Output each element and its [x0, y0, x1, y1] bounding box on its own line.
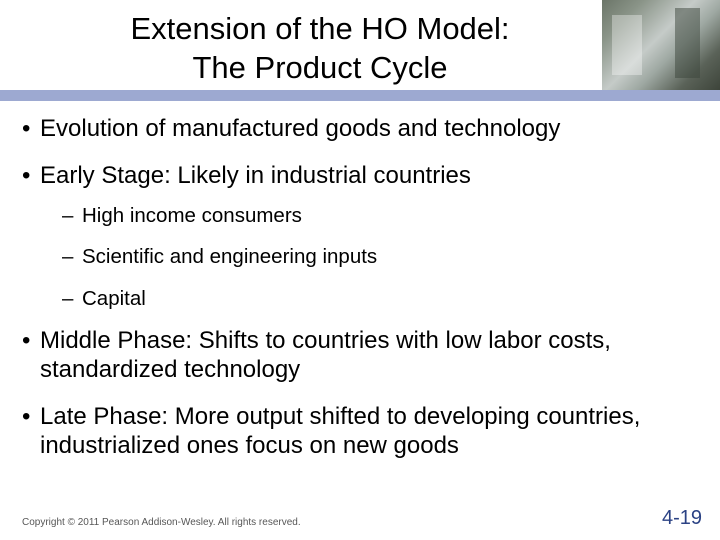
- title-line-2: The Product Cycle: [193, 50, 448, 85]
- bullet-item: Late Phase: More output shifted to devel…: [22, 403, 698, 461]
- slide-title: Extension of the HO Model: The Product C…: [60, 10, 580, 88]
- bullet-item: Middle Phase: Shifts to countries with l…: [22, 327, 698, 385]
- sub-bullet-text: High income consumers: [82, 204, 302, 227]
- sub-bullet-text: Capital: [82, 287, 146, 310]
- header-region: Extension of the HO Model: The Product C…: [0, 0, 720, 108]
- accent-bar: [0, 90, 720, 101]
- page-number: 4-19: [662, 507, 702, 530]
- header-decorative-image: [602, 0, 720, 90]
- sub-bullet-item: Scientific and engineering inputs: [22, 244, 698, 270]
- bullet-text: Evolution of manufactured goods and tech…: [40, 115, 560, 142]
- bullet-text: Early Stage: Likely in industrial countr…: [40, 162, 471, 189]
- title-line-1: Extension of the HO Model:: [130, 11, 509, 46]
- bullet-text: Middle Phase: Shifts to countries with l…: [40, 327, 611, 383]
- sub-bullet-item: High income consumers: [22, 203, 698, 229]
- copyright-text: Copyright © 2011 Pearson Addison-Wesley.…: [22, 517, 301, 528]
- bullet-item: Evolution of manufactured goods and tech…: [22, 115, 698, 144]
- bullet-item: Early Stage: Likely in industrial countr…: [22, 162, 698, 191]
- content-body: Evolution of manufactured goods and tech…: [22, 115, 698, 479]
- sub-bullet-group: High income consumers Scientific and eng…: [22, 203, 698, 312]
- sub-bullet-item: Capital: [22, 286, 698, 312]
- sub-bullet-text: Scientific and engineering inputs: [82, 245, 377, 268]
- bullet-text: Late Phase: More output shifted to devel…: [40, 403, 640, 459]
